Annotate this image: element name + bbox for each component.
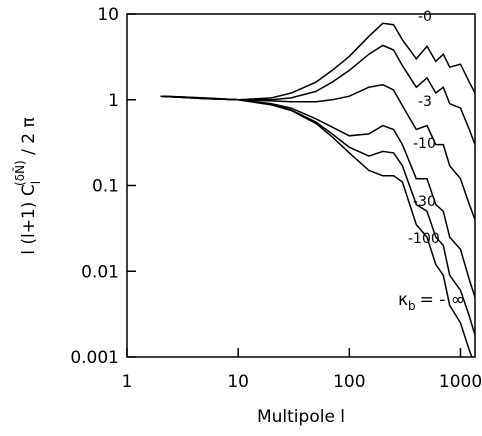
y-axis-label: l (l+1) Cl(δÑ) / 2 π: [12, 117, 43, 254]
y-tick-label: 1: [108, 91, 119, 111]
y-tick-label: 0.01: [81, 262, 119, 282]
x-tick-label: 1000: [439, 372, 482, 392]
kappa-symbol: κ: [398, 290, 408, 310]
series-label: -3: [418, 94, 432, 110]
x-tick-label: 100: [333, 372, 365, 392]
x-axis-label: Multipole l: [257, 407, 345, 427]
line-series: [160, 95, 473, 357]
y-label-main: l (l+1) C: [19, 184, 39, 254]
y-label-sup: (δÑ): [12, 160, 27, 186]
line-series: [160, 83, 475, 220]
series-label: -100: [408, 231, 440, 247]
x-tick-label: 1: [122, 372, 133, 392]
kappa-rest: = - ∞: [420, 290, 465, 310]
x-tick-label: 10: [227, 372, 249, 392]
y-tick-label: 0.1: [92, 177, 119, 197]
kappa-sub: b: [408, 299, 416, 313]
y-label-sub: l: [29, 181, 43, 184]
kappa-label: κb = - ∞: [398, 290, 465, 313]
series-label: -0: [418, 9, 432, 25]
series-label: -30: [413, 194, 436, 210]
line-series: [160, 22, 475, 101]
series-label: -10: [413, 136, 436, 152]
y-label-rest: / 2 π: [19, 117, 39, 160]
y-tick-label: 10: [97, 5, 119, 25]
y-tick-label: 0.001: [70, 348, 119, 368]
